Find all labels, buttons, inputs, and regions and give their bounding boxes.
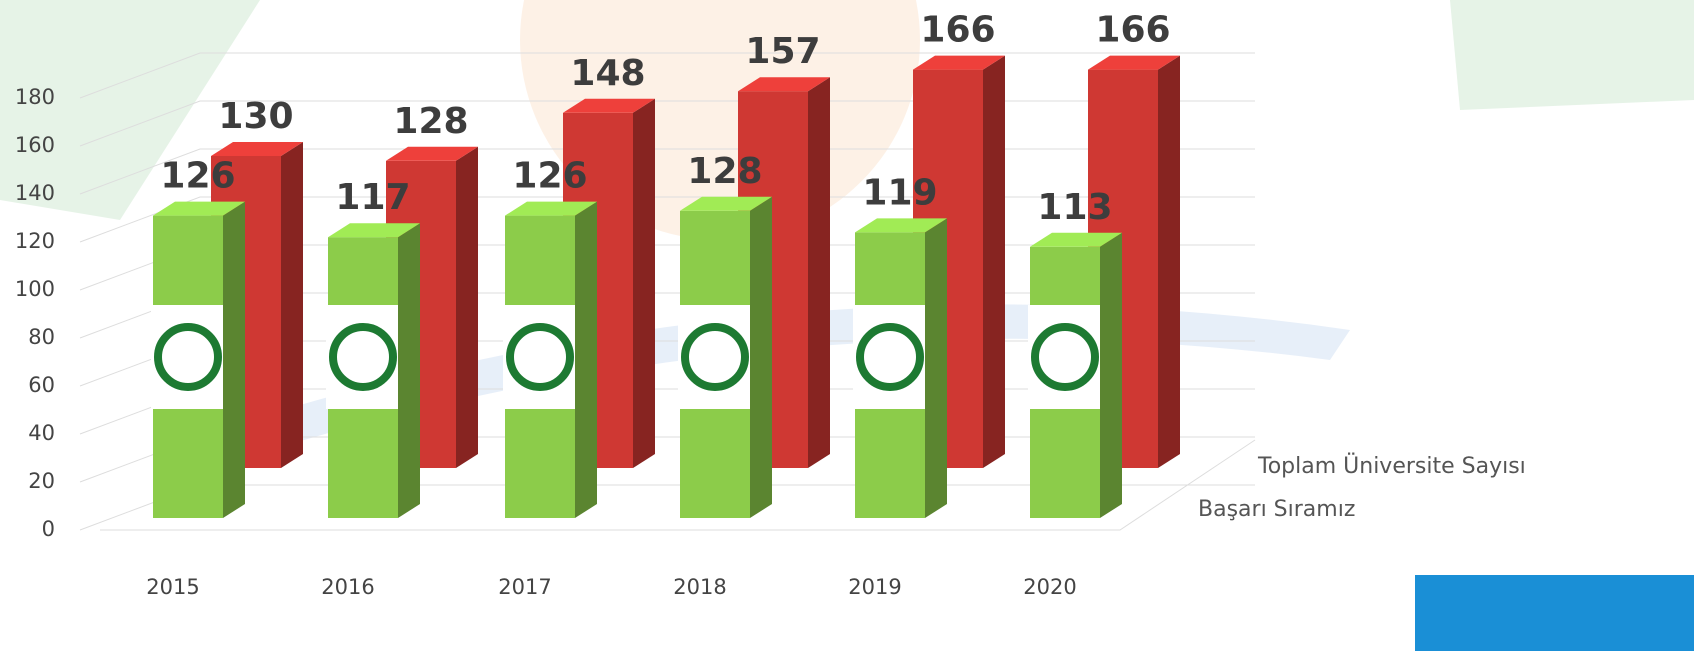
grid-line xyxy=(79,52,1255,99)
bar-top xyxy=(386,146,478,161)
bar-top xyxy=(505,201,597,216)
y-tick-label: 120 xyxy=(15,229,55,253)
logo xyxy=(856,323,924,391)
data-label: 117 xyxy=(335,177,410,218)
grid-line xyxy=(79,100,1255,147)
logo xyxy=(681,323,749,391)
x-tick-label: 2016 xyxy=(321,575,374,599)
grid-line xyxy=(79,196,1255,243)
bar-side xyxy=(398,223,420,518)
x-tick-label: 2015 xyxy=(146,575,199,599)
bar-side xyxy=(633,98,655,469)
y-tick-label: 100 xyxy=(15,277,55,301)
y-tick-label: 140 xyxy=(15,181,55,205)
logo xyxy=(151,305,223,409)
data-label: 166 xyxy=(1095,10,1170,51)
logo xyxy=(326,305,398,409)
floor xyxy=(100,439,1256,531)
bar-side xyxy=(750,196,772,519)
bar-side xyxy=(925,218,947,518)
bar-side xyxy=(223,201,245,518)
data-label: 130 xyxy=(218,96,293,137)
bar-top xyxy=(1030,232,1122,247)
x-tick-label: 2019 xyxy=(848,575,901,599)
legend-label: Başarı Sıramız xyxy=(1198,497,1355,522)
logo xyxy=(853,305,925,409)
data-label: 113 xyxy=(1037,187,1112,228)
bar-top xyxy=(211,142,303,156)
bar-top xyxy=(855,218,947,233)
bar-top xyxy=(153,201,245,216)
bar-side xyxy=(808,77,830,468)
x-tick-label: 2017 xyxy=(498,575,551,599)
bar-side xyxy=(983,55,1005,468)
data-label: 126 xyxy=(512,156,587,197)
y-tick-label: 80 xyxy=(28,325,55,349)
bar-top xyxy=(738,77,830,92)
bar-top xyxy=(1088,55,1180,70)
y-tick-label: 160 xyxy=(15,133,55,157)
y-tick-label: 20 xyxy=(28,469,55,493)
bar-top xyxy=(328,223,420,238)
logo xyxy=(154,323,222,391)
y-tick-label: 40 xyxy=(28,421,55,445)
data-label: 157 xyxy=(745,31,820,72)
data-label: 128 xyxy=(393,101,468,142)
legend-label: Toplam Üniversite Sayısı xyxy=(1257,453,1526,479)
bar-side xyxy=(575,201,597,518)
x-tick-label: 2020 xyxy=(1023,575,1076,599)
logo xyxy=(678,305,750,409)
logo xyxy=(1028,305,1100,409)
bar-side xyxy=(1100,232,1122,519)
y-tick-label: 180 xyxy=(15,85,55,109)
bar-side xyxy=(456,146,478,469)
y-tick-label: 60 xyxy=(28,373,55,397)
x-tick-label: 2018 xyxy=(673,575,726,599)
bar-top xyxy=(563,98,655,113)
logo xyxy=(329,323,397,391)
data-label: 148 xyxy=(570,53,645,94)
logo xyxy=(506,323,574,391)
data-label: 126 xyxy=(160,156,235,197)
bar-top xyxy=(913,55,1005,70)
data-label: 128 xyxy=(687,151,762,192)
bar-side xyxy=(1158,55,1180,468)
bar-side xyxy=(281,142,303,468)
y-tick-label: 0 xyxy=(42,517,55,541)
grid-line xyxy=(79,148,1255,195)
logo xyxy=(503,305,575,409)
data-label: 166 xyxy=(920,10,995,51)
bar-top xyxy=(680,196,772,211)
data-label: 119 xyxy=(862,172,937,213)
corner-image xyxy=(1415,575,1694,651)
logo xyxy=(1031,323,1099,391)
